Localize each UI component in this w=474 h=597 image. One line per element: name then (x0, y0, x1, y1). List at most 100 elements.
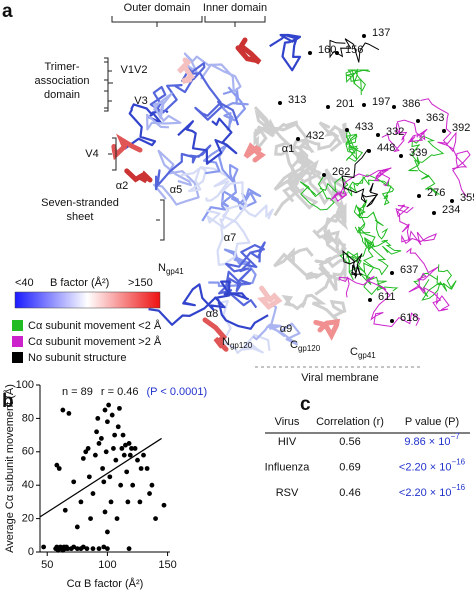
legend-label: Cα subunit movement <2 Å (28, 319, 162, 332)
point (105, 529, 110, 535)
trace-magenta (420, 98, 471, 197)
residue-dot (296, 137, 300, 141)
point (119, 446, 125, 451)
terminus-label: Ngp41 (158, 262, 184, 276)
trace-magenta (395, 204, 438, 246)
residue-label: 355 (460, 192, 474, 204)
p-value-exponent: −16 (452, 483, 466, 492)
point (147, 491, 152, 496)
residue-dot (442, 129, 446, 133)
point (109, 412, 115, 418)
point (74, 524, 80, 530)
residue-dot (335, 51, 339, 55)
trace-green (345, 68, 371, 96)
point (153, 516, 158, 521)
terminus-subscript: gp41 (166, 267, 184, 276)
point (105, 419, 110, 425)
region-label: V3 (134, 95, 147, 107)
residue-dot (417, 194, 421, 198)
legend-label: Cα subunit movement >2 Å (28, 335, 162, 348)
point (92, 452, 98, 458)
y-tick-label: 60 (22, 446, 34, 458)
colorbar-high: >150 (128, 277, 153, 289)
table-header: Correlation (r) (316, 416, 384, 428)
region-label: V1V2 (121, 64, 148, 76)
point (96, 441, 102, 446)
trace-green (299, 176, 349, 211)
point (54, 462, 60, 468)
point (105, 546, 110, 552)
point (86, 474, 92, 480)
x-axis-label: Cα B factor (Å²) (67, 577, 144, 590)
trace-green (353, 199, 389, 240)
region-label: domain (44, 89, 80, 101)
table-cell: HIV (278, 436, 297, 448)
ribbon-blue (155, 144, 212, 191)
residue-label: 363 (426, 112, 444, 124)
trace-black (342, 249, 363, 279)
point (117, 405, 122, 411)
trace-black (329, 38, 380, 63)
point (74, 546, 80, 552)
point (78, 499, 84, 505)
panel-label: c (300, 394, 311, 415)
ribbon-blue (201, 188, 262, 222)
point (90, 546, 96, 552)
residue-label: 448 (377, 142, 395, 154)
point (101, 544, 107, 550)
domain-braces (111, 16, 266, 27)
domain-label: Inner domain (203, 2, 267, 14)
point (118, 482, 124, 488)
p-value-base: 9.86 × 10 (404, 436, 450, 448)
trace-green (407, 135, 445, 196)
colorbar-low: <40 (15, 277, 34, 289)
y-tick-label: 20 (22, 513, 34, 525)
trace-green (363, 236, 402, 291)
point (123, 442, 128, 448)
fit-line (39, 437, 162, 518)
terminus-subscript: gp41 (358, 351, 376, 360)
point (98, 436, 104, 441)
point (141, 452, 146, 458)
point (102, 407, 108, 413)
residue-label: 160 (318, 44, 336, 56)
helix-label: α8 (206, 308, 218, 320)
ribbon-blue (123, 103, 169, 150)
residue-label: 262 (332, 166, 350, 178)
trace-green (413, 264, 457, 301)
membrane-label: Viral membrane (301, 372, 378, 384)
ribbon-blue (269, 33, 302, 72)
table-cell: Influenza (265, 461, 311, 473)
point (138, 466, 144, 471)
terminus-subscript: gp120 (230, 341, 253, 350)
region-label: V4 (85, 148, 98, 160)
point (114, 516, 120, 521)
trace-green (347, 174, 395, 206)
ribbon-red (257, 285, 283, 311)
point (102, 509, 108, 515)
point (80, 544, 86, 550)
protein-structure (111, 33, 471, 354)
point (108, 499, 114, 505)
trace-black (341, 148, 379, 208)
helix-label: α7 (224, 232, 236, 244)
residue-label: 156 (345, 44, 363, 56)
ribbon-blue (188, 62, 240, 126)
domain-label: Outer domain (124, 2, 191, 14)
ribbon-blue (221, 86, 249, 131)
ribbon-red (111, 133, 143, 161)
residue-label: 234 (442, 204, 460, 216)
helix-label: α5 (170, 184, 182, 196)
point (71, 479, 77, 485)
annotation-part: n = 89 (62, 386, 93, 398)
ribbon-blue (219, 181, 274, 230)
legend-swatch (12, 336, 23, 347)
point (95, 416, 101, 421)
residue-dot (367, 149, 371, 153)
ribbon-blue (148, 280, 250, 326)
terminus-label: Cgp41 (350, 346, 376, 360)
bfactor-colorbar (14, 291, 161, 309)
point (125, 499, 131, 505)
point (80, 456, 86, 461)
ribbon-blue (225, 241, 266, 273)
